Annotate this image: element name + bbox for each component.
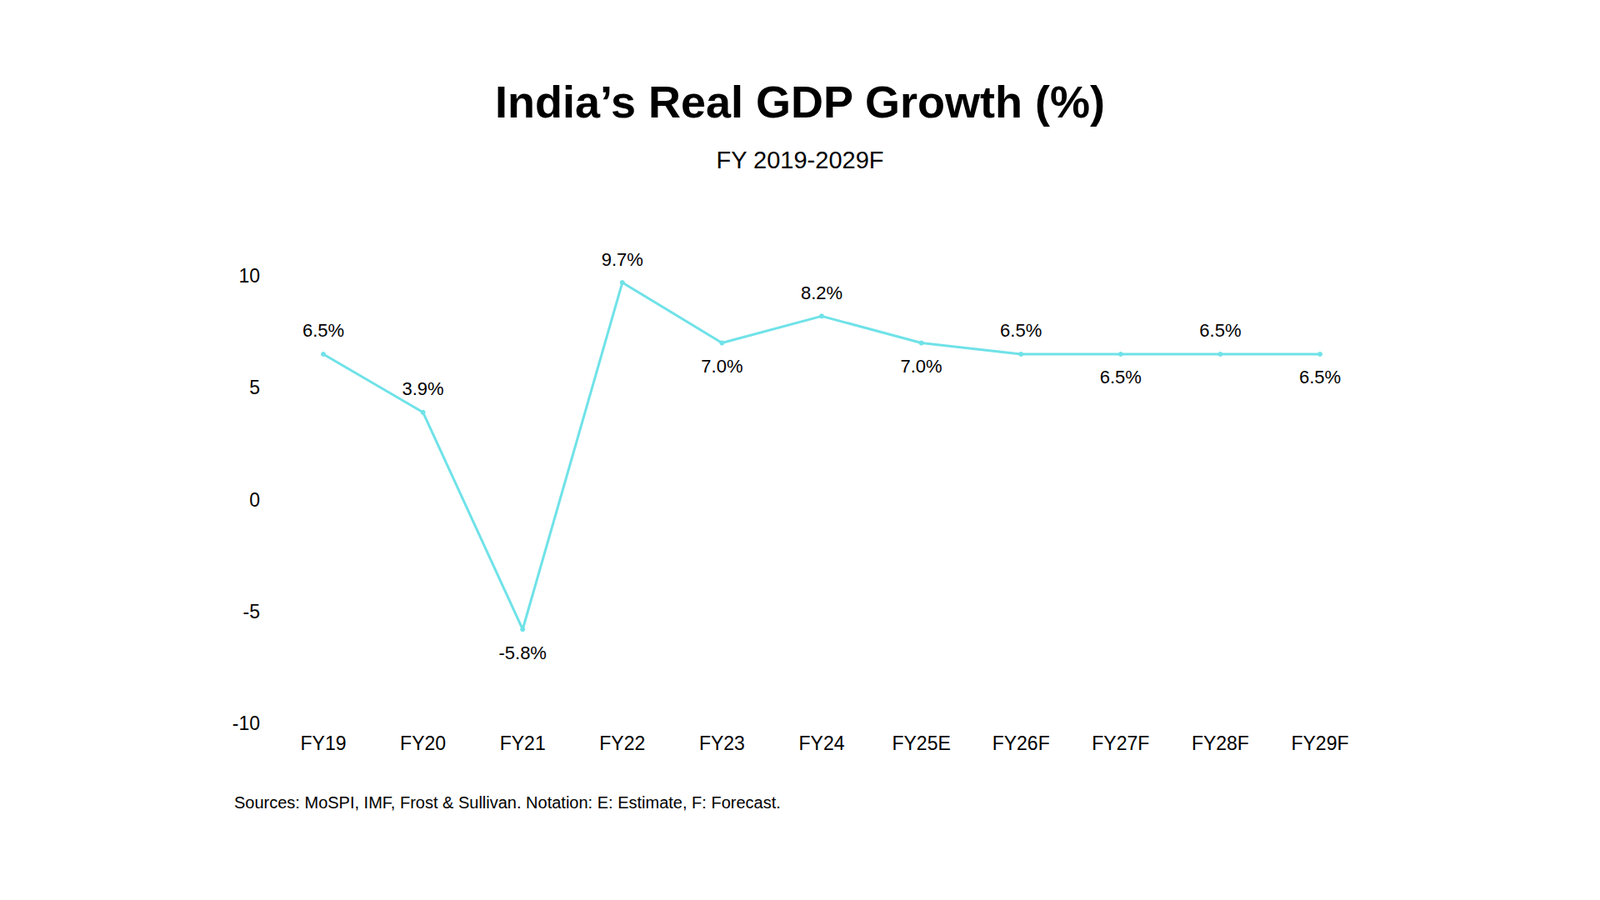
svg-text:5: 5 — [249, 376, 260, 399]
svg-text:FY 2019-2029F: FY 2019-2029F — [716, 146, 885, 174]
svg-text:9.7%: 9.7% — [601, 249, 644, 270]
svg-text:10: 10 — [238, 265, 260, 287]
svg-text:FY20: FY20 — [400, 732, 446, 755]
svg-text:FY28F: FY28F — [1191, 732, 1250, 755]
svg-text:FY21: FY21 — [500, 732, 546, 755]
svg-text:7.0%: 7.0% — [700, 355, 743, 377]
svg-text:FY29F: FY29F — [1290, 732, 1349, 755]
svg-text:3.9%: 3.9% — [402, 378, 445, 400]
svg-text:FY19: FY19 — [300, 732, 347, 755]
svg-text:Sources: MoSPI, IMF, Frost & S: Sources: MoSPI, IMF, Frost & Sullivan. N… — [234, 793, 781, 812]
svg-text:6.5%: 6.5% — [1299, 366, 1341, 388]
svg-text:FY25E: FY25E — [891, 732, 950, 755]
svg-text:FY23: FY23 — [699, 732, 745, 755]
svg-text:India’s Real GDP Growth (%): India’s Real GDP Growth (%) — [495, 76, 1105, 127]
svg-text:8.2%: 8.2% — [800, 282, 843, 304]
svg-text:-10: -10 — [232, 712, 260, 735]
svg-text:FY24: FY24 — [799, 732, 845, 755]
svg-text:-5.8%: -5.8% — [498, 642, 546, 664]
svg-text:-5: -5 — [243, 600, 260, 623]
svg-text:6.5%: 6.5% — [1100, 366, 1142, 388]
svg-text:6.5%: 6.5% — [1000, 320, 1042, 341]
svg-text:6.5%: 6.5% — [302, 320, 345, 341]
svg-text:FY26F: FY26F — [992, 732, 1050, 755]
svg-text:6.5%: 6.5% — [1199, 320, 1241, 341]
svg-text:FY27F: FY27F — [1091, 732, 1150, 755]
svg-text:FY22: FY22 — [599, 732, 645, 755]
svg-text:0: 0 — [249, 489, 260, 511]
svg-text:7.0%: 7.0% — [900, 355, 943, 377]
